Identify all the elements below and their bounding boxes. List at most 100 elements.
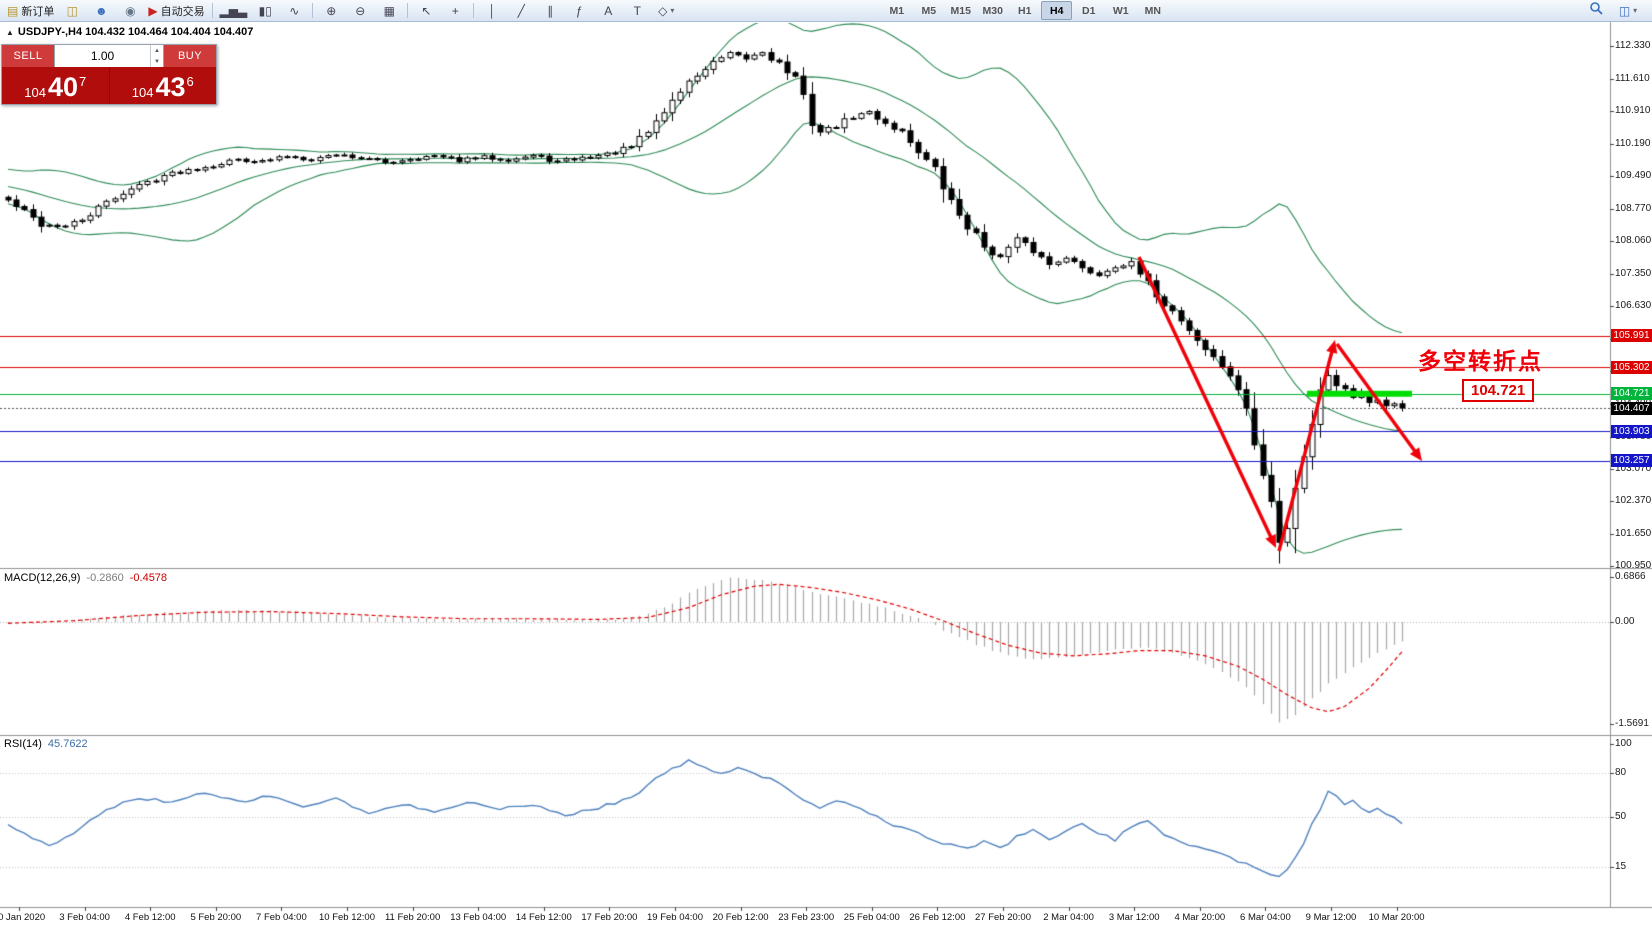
toolbar: ▤ 新订单 ◫ ☻ ◉ ▶ 自动交易 ▂▅▃ ▮▯ ∿ ⊕ ⊖ ▦ ↖ + │ ╱ ∥ ƒ A T ◇ ▾ M1 M5 M15 M3… [0,0,1652,22]
price-axis-label: 109.490 [1615,169,1652,181]
text-label-button[interactable]: T [623,2,651,20]
symbol-ohlc-text: USDJPY-,H4 104.432 104.464 104.404 104.4… [17,26,254,38]
profile-icon: ☻ [95,3,108,18]
timeframe-h1[interactable]: H1 [1018,4,1032,17]
sell-price-prefix: 104 [24,85,46,100]
timeframe-mn[interactable]: MN [1144,4,1161,17]
autotrading-label: 自动交易 [160,5,205,18]
sell-price-display[interactable]: 104 40 7 [2,67,110,104]
one-click-collapse-icon[interactable]: ▲ [6,27,14,37]
sell-button[interactable]: SELL [2,45,54,67]
volume-down-icon[interactable]: ▼ [154,58,160,65]
trendline-button[interactable]: ╱ [507,2,535,20]
sell-price-point: 7 [79,74,87,89]
time-axis-label: 3 Mar 12:00 [1108,912,1160,923]
time-axis-label: 3 Feb 04:00 [59,912,110,923]
timeframe-w1[interactable]: W1 [1112,4,1129,17]
cursor-icon: ↖ [421,3,432,18]
price-axis-label: 110.190 [1615,137,1651,149]
time-axis-label: 13 Feb 04:00 [450,912,507,923]
search-icon [1589,1,1603,20]
profile-button[interactable]: ☻ [87,2,115,20]
volume-value[interactable]: 1.00 [90,49,115,63]
indicator-window-button[interactable]: ◫ ▾ [1614,2,1642,20]
price-line-badge: 104.721 [1611,387,1652,401]
new-order-label: 新订单 [21,5,55,18]
timeframe-d1[interactable]: D1 [1082,4,1096,17]
fibonacci-button[interactable]: ƒ [565,2,593,20]
rsi-indicator-label: RSI(14) 45.7622 [4,738,88,750]
market-watch-button[interactable]: ◉ [116,2,144,20]
timeframe-m15[interactable]: M15 [950,4,971,17]
trendline-icon: ╱ [517,3,525,18]
macd-main-value: -0.2860 [86,572,124,584]
time-axis-label: 30 Jan 2020 [0,912,46,923]
buy-price-point: 6 [186,74,194,89]
zoom-in-button[interactable]: ⊕ [317,2,345,20]
volume-up-icon[interactable]: ▲ [154,47,160,54]
turning-point-annotation[interactable]: 多空转折点 [1418,348,1543,374]
macd-indicator-label: MACD(12,26,9) -0.2860 -0.4578 [4,572,168,584]
time-axis-label: 19 Feb 04:00 [647,912,703,923]
text-label-icon: T [633,3,641,18]
market-watch-icon: ◉ [125,3,136,18]
price-line-badge: 103.903 [1611,424,1652,438]
equidistant-channel-icon: ∥ [547,3,554,18]
vertical-line-button[interactable]: │ [478,2,506,20]
bar-chart-button[interactable]: ▂▅▃ [217,2,251,20]
buy-price-pips: 43 [155,72,186,102]
equidistant-channel-button[interactable]: ∥ [536,2,564,20]
price-axis-label: 101.650 [1615,527,1652,539]
line-chart-button[interactable]: ∿ [280,2,308,20]
rsi-axis-label: 50 [1615,810,1627,822]
rsi-axis-label: 15 [1615,861,1627,873]
toolbar-separator [211,3,213,18]
timeframe-m1[interactable]: M1 [889,4,905,17]
volume-field[interactable]: 1.00 ▲ ▼ [54,45,164,67]
price-axis-label: 100.950 [1615,559,1652,571]
time-axis-label: 26 Feb 12:00 [909,912,966,923]
cursor-button[interactable]: ↖ [412,2,440,20]
time-axis-label: 20 Feb 12:00 [712,912,769,923]
autotrading-button[interactable]: ▶ 自动交易 [145,2,207,20]
autotrading-icon: ▶ [148,3,158,18]
macd-axis-label: -1.5691 [1615,717,1649,729]
candlestick-chart-button[interactable]: ▮▯ [251,2,279,20]
dropdown-caret-icon: ▾ [1633,6,1638,15]
text-button[interactable]: A [594,2,622,20]
price-line-badge: 105.302 [1611,360,1652,374]
timeframe-h4[interactable]: H4 [1041,1,1073,20]
sell-price-pips: 40 [47,72,78,102]
buy-price-display[interactable]: 104 43 6 [110,67,217,104]
price-axis-label: 108.060 [1615,235,1652,247]
search-button[interactable] [1582,2,1610,20]
zoom-out-button[interactable]: ⊖ [346,2,374,20]
time-axis-label: 2 Mar 04:00 [1043,912,1094,923]
buy-button[interactable]: BUY [164,45,216,67]
price-annotation-box[interactable]: 104.721 [1462,379,1535,402]
chart-window-button[interactable]: ◫ [58,2,86,20]
macd-axis-label: 0.6866 [1615,571,1646,583]
buy-price-prefix: 104 [131,85,154,100]
bar-chart-icon: ▂▅▃ [219,3,248,18]
tile-windows-button[interactable]: ▦ [375,2,403,20]
crosshair-button[interactable]: + [441,2,469,20]
price-axis-label: 103.070 [1615,463,1652,475]
toolbar-separator [312,3,314,18]
timeframe-m30[interactable]: M30 [982,4,1003,17]
shapes-button[interactable]: ◇ ▾ [652,2,680,20]
shapes-icon: ◇ [658,3,668,18]
zoom-out-icon: ⊖ [355,3,366,18]
new-order-icon: ▤ [7,3,19,18]
time-axis-label: 6 Mar 04:00 [1240,912,1291,923]
price-axis-label: 108.770 [1615,202,1652,214]
price-axis-label: 110.910 [1615,104,1651,116]
macd-axis-label: 0.00 [1615,616,1635,627]
time-axis-label: 5 Feb 20:00 [190,912,242,923]
new-order-button[interactable]: ▤ 新订单 [4,2,57,20]
timeframe-m5[interactable]: M5 [921,4,937,17]
zoom-in-icon: ⊕ [326,3,337,18]
rsi-axis-label: 100 [1615,738,1632,749]
time-axis-label: 23 Feb 23:00 [778,912,835,923]
